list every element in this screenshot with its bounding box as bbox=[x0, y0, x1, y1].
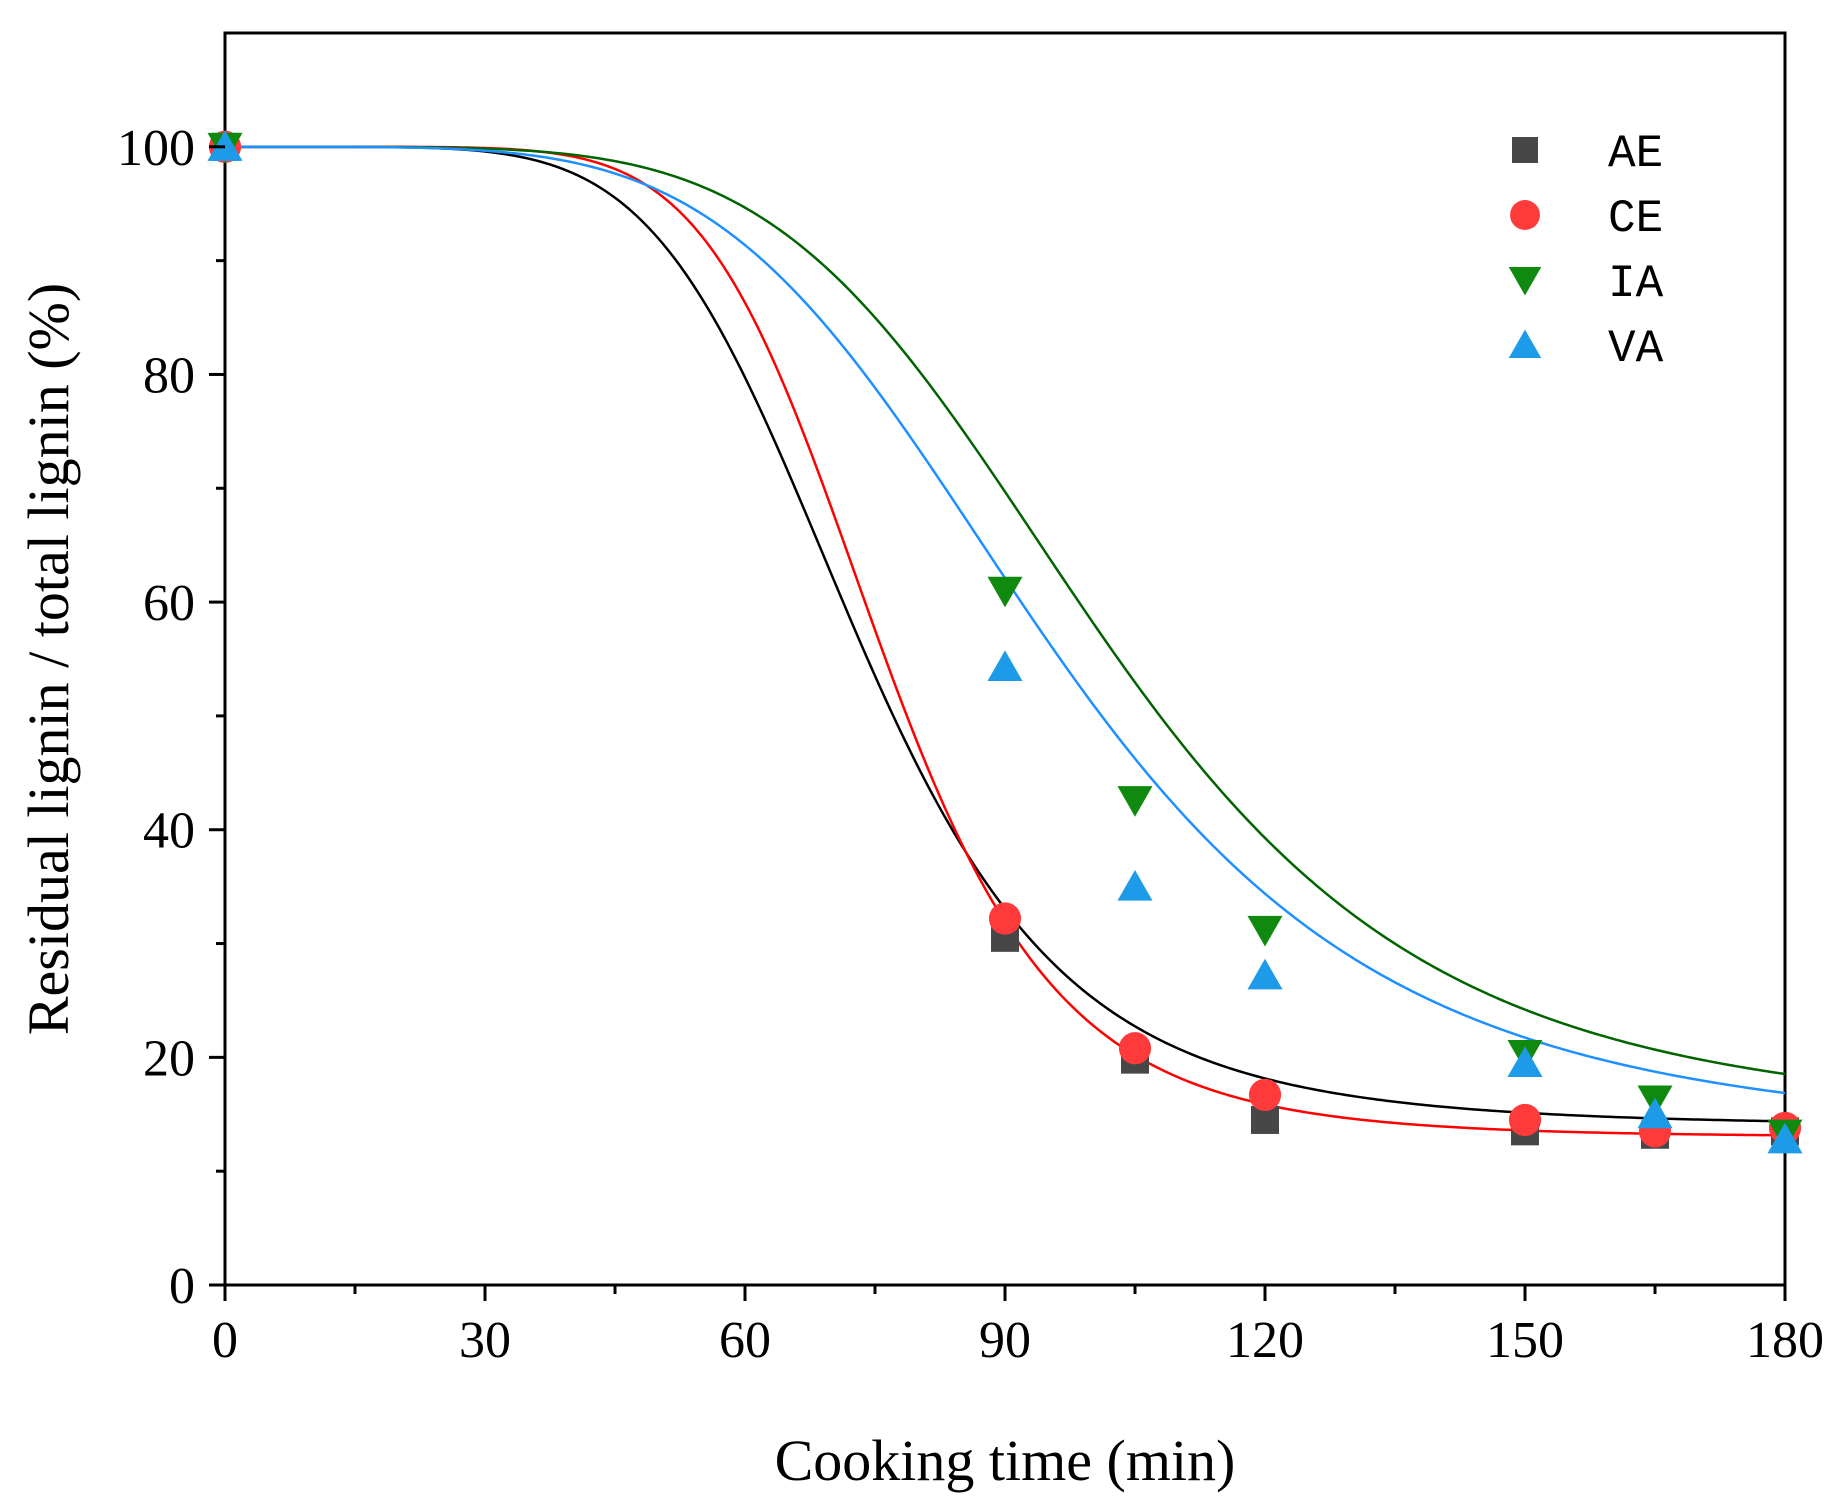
data-point-ia bbox=[1247, 915, 1283, 947]
data-point-va bbox=[1117, 870, 1153, 901]
fit-line-ia bbox=[225, 145, 1786, 1076]
y-tick-label: 100 bbox=[117, 120, 195, 177]
y-tick-label: 20 bbox=[143, 1030, 195, 1087]
data-point-va bbox=[987, 650, 1023, 681]
x-tick-label: 180 bbox=[1746, 1312, 1824, 1369]
fit-line-ae bbox=[225, 145, 1786, 1123]
data-markers bbox=[207, 130, 1803, 1154]
x-tick-label: 90 bbox=[979, 1312, 1031, 1369]
legend: AE CE IA VA bbox=[1508, 128, 1664, 375]
data-point-ce bbox=[988, 902, 1022, 935]
x-tick-label: 30 bbox=[459, 1312, 511, 1369]
legend-label-ia: IA bbox=[1608, 258, 1664, 310]
legend-label-ce: CE bbox=[1608, 193, 1663, 245]
data-point-va bbox=[1767, 1122, 1803, 1154]
data-point-ia bbox=[1117, 786, 1153, 817]
fit-line-ce bbox=[225, 145, 1786, 1137]
data-point-ce bbox=[1248, 1078, 1282, 1112]
legend-marker-ce bbox=[1510, 200, 1540, 230]
legend-label-va: VA bbox=[1608, 323, 1664, 375]
data-point-va bbox=[1637, 1097, 1673, 1129]
x-tick-label: 0 bbox=[212, 1312, 238, 1369]
legend-marker-ia bbox=[1508, 267, 1542, 296]
data-point-va bbox=[1507, 1046, 1543, 1078]
legend-marker-va bbox=[1508, 329, 1542, 358]
data-point-va bbox=[1247, 958, 1283, 990]
x-axis-title: Cooking time (min) bbox=[775, 1428, 1236, 1493]
legend-marker-ae bbox=[1512, 137, 1538, 163]
legend-label-ae: AE bbox=[1608, 128, 1663, 180]
y-axis-title: Residual lignin / total lignin (%) bbox=[16, 283, 81, 1035]
y-tick-label: 40 bbox=[143, 803, 195, 860]
y-tick-label: 80 bbox=[143, 347, 195, 404]
y-tick-label: 0 bbox=[169, 1258, 195, 1315]
data-point-ce bbox=[1508, 1103, 1542, 1137]
axis-ticks bbox=[209, 145, 1787, 1301]
x-tick-label: 150 bbox=[1486, 1312, 1564, 1369]
tick-labels: 0 30 60 90 120 150 180 0 20 40 60 80 100 bbox=[117, 120, 1824, 1369]
data-point-ia bbox=[987, 576, 1023, 608]
y-tick-label: 60 bbox=[143, 575, 195, 632]
fit-lines bbox=[225, 145, 1786, 1137]
x-tick-label: 60 bbox=[719, 1312, 771, 1369]
data-point-ce bbox=[1118, 1032, 1152, 1065]
x-tick-label: 120 bbox=[1226, 1312, 1304, 1369]
